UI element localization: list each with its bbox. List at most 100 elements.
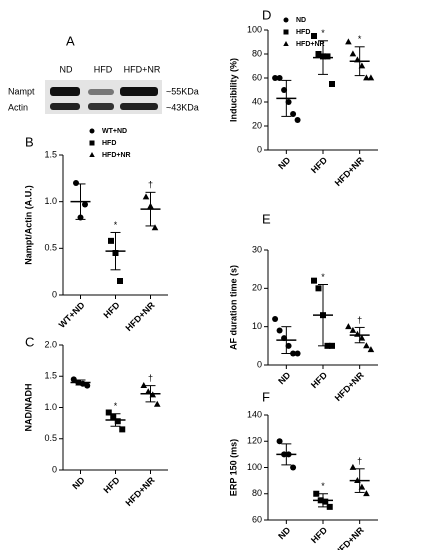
- point: [349, 326, 357, 333]
- panel-letter: B: [25, 134, 34, 149]
- y-tick-label: 0: [52, 289, 57, 299]
- point: [73, 180, 79, 186]
- point: [345, 38, 352, 45]
- y-tick-label: 1.5: [44, 149, 57, 159]
- point: [358, 334, 366, 341]
- legend-marker: [283, 29, 289, 35]
- lane-label: HFD: [94, 64, 113, 74]
- significance: *: [114, 220, 118, 230]
- point: [110, 413, 117, 420]
- point: [142, 193, 150, 200]
- point: [363, 74, 370, 81]
- x-tick-label: HFD+NR: [333, 525, 366, 550]
- band: [120, 103, 158, 110]
- point: [153, 400, 161, 407]
- point: [294, 117, 301, 123]
- point: [276, 438, 283, 445]
- point: [349, 50, 357, 57]
- y-tick-label: 80: [252, 488, 262, 498]
- legend-label: HFD: [102, 140, 116, 147]
- x-tick-label: HFD+NR: [124, 475, 157, 508]
- legend-marker: [89, 152, 95, 157]
- point: [108, 237, 114, 244]
- point: [313, 490, 320, 497]
- x-tick-label: HFD: [101, 475, 122, 496]
- legend-label: HFD: [296, 29, 310, 36]
- significance: *: [321, 272, 325, 282]
- y-tick-label: 100: [247, 462, 262, 472]
- legend-label: HFD+NR: [296, 41, 325, 48]
- y-axis-label: ERP 150 (ms): [228, 439, 238, 496]
- significance: *: [321, 28, 325, 38]
- point: [322, 498, 329, 505]
- y-axis-label: AF duration time (s): [228, 265, 238, 350]
- band: [88, 89, 114, 95]
- x-tick-label: WT+ND: [57, 300, 87, 330]
- band: [50, 103, 80, 110]
- point: [281, 87, 288, 93]
- point: [311, 277, 317, 284]
- x-tick-label: ND: [70, 475, 87, 492]
- y-tick-label: 0.5: [44, 243, 57, 253]
- legend-label: WT+ND: [102, 128, 127, 135]
- y-tick-label: 1.0: [44, 196, 57, 206]
- lane-label: HFD+NR: [124, 64, 161, 74]
- point: [326, 503, 333, 510]
- y-tick-label: 2.0: [44, 339, 57, 349]
- y-tick-label: 0.5: [44, 433, 57, 443]
- band: [120, 87, 158, 96]
- point: [82, 201, 88, 208]
- point: [290, 464, 297, 471]
- x-tick-label: HFD: [309, 155, 330, 176]
- point: [272, 75, 279, 81]
- y-tick-label: 10: [252, 321, 262, 331]
- point: [363, 342, 370, 349]
- y-axis-label: Nampt/Actin (A.U.): [23, 185, 33, 265]
- x-tick-label: ND: [276, 525, 293, 542]
- point: [84, 382, 91, 389]
- y-tick-label: 30: [252, 244, 262, 254]
- size-label: ~55KDa: [166, 86, 199, 96]
- point: [290, 111, 297, 117]
- point: [276, 75, 283, 81]
- y-axis-label: NAD/NADH: [23, 384, 33, 432]
- x-tick-label: ND: [276, 370, 293, 387]
- y-tick-label: 40: [252, 96, 262, 106]
- legend-marker: [283, 41, 289, 46]
- panel-letter: E: [262, 211, 271, 226]
- point: [70, 376, 77, 383]
- point: [315, 51, 322, 57]
- y-tick-label: 140: [247, 409, 262, 419]
- point: [294, 350, 301, 357]
- point: [329, 81, 335, 87]
- significance: *: [114, 401, 118, 411]
- y-tick-label: 0: [52, 464, 57, 474]
- point: [285, 342, 292, 349]
- panel-letter: D: [262, 7, 271, 22]
- point: [276, 327, 283, 334]
- point: [105, 409, 112, 416]
- significance: †: [357, 315, 362, 325]
- row-label: Actin: [8, 102, 28, 112]
- legend-marker: [89, 140, 95, 146]
- significance: *: [321, 481, 325, 491]
- row-label: Nampt: [8, 86, 35, 96]
- y-tick-label: 120: [247, 436, 262, 446]
- x-tick-label: HFD: [309, 525, 330, 546]
- legend-marker: [283, 17, 289, 23]
- legend-label: HFD+NR: [102, 152, 131, 159]
- significance: †: [148, 180, 153, 190]
- lane-label: ND: [60, 64, 73, 74]
- significance: †: [148, 373, 153, 383]
- legend-label: ND: [296, 17, 306, 24]
- y-tick-label: 20: [252, 283, 262, 293]
- significance: †: [357, 456, 362, 466]
- point: [285, 99, 292, 105]
- point: [272, 316, 279, 322]
- point: [144, 388, 152, 395]
- y-axis-label: Inducibility (%): [228, 58, 238, 122]
- x-tick-label: HFD+NR: [333, 370, 366, 403]
- y-tick-label: 0: [257, 359, 262, 369]
- y-tick-label: 0: [257, 144, 262, 154]
